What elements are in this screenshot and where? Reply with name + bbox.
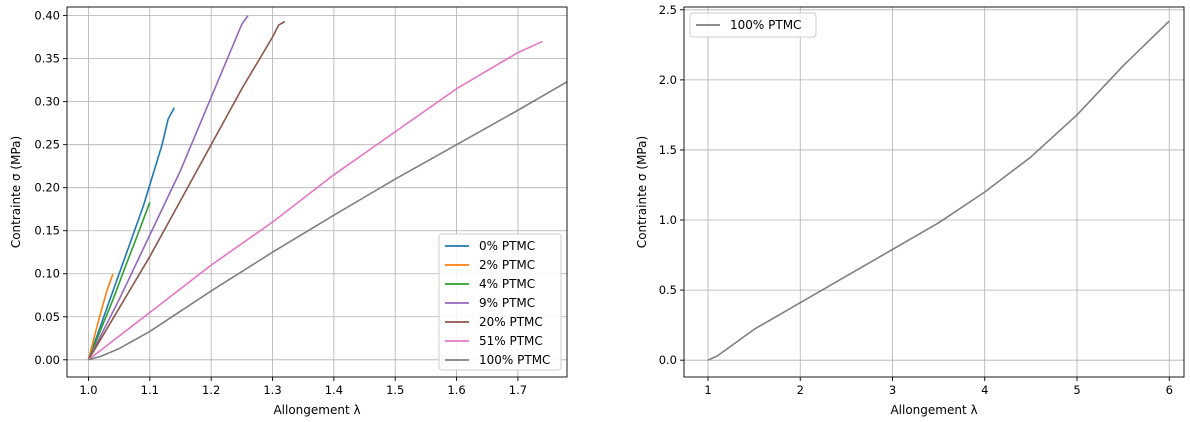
x-axis-label: Allongement λ bbox=[273, 403, 360, 417]
y-tick-label: 1.5 bbox=[659, 143, 677, 157]
legend-label: 20% PTMC bbox=[479, 315, 543, 329]
series-line-2-ptmc bbox=[87, 273, 114, 360]
legend-label: 100% PTMC bbox=[479, 353, 550, 367]
y-tick-label: 2.5 bbox=[659, 3, 677, 17]
legend-box bbox=[438, 233, 562, 371]
x-tick-label: 3 bbox=[889, 383, 896, 397]
y-tick-label: 0.05 bbox=[34, 310, 60, 324]
series-line-0-ptmc bbox=[87, 107, 176, 361]
y-tick-label: 2.0 bbox=[659, 73, 677, 87]
legend-box bbox=[689, 12, 817, 38]
y-tick-label: 0.20 bbox=[34, 181, 60, 195]
y-axis-label: Contrainte σ (MPa) bbox=[9, 136, 23, 248]
y-tick-label: 1.0 bbox=[659, 213, 677, 227]
x-tick-label: 5 bbox=[1073, 383, 1080, 397]
x-tick-label: 1.1 bbox=[141, 383, 159, 397]
chart-1: 1.0 1.1 1.2 1.3 1.4 1.5 1.6 1.7 0.00 0.05 0.10 0.15… bbox=[9, 6, 568, 417]
y-axis-label: Contrainte σ (MPa) bbox=[635, 136, 649, 248]
legend-label: 51% PTMC bbox=[479, 334, 543, 348]
plot-frame bbox=[683, 6, 1185, 378]
legend-label: 0% PTMC bbox=[479, 239, 535, 253]
legend: 0% PTMC 2% PTMC 4% PTMC 9% PTMC 20% PTMC 51% … bbox=[438, 233, 562, 371]
series-line-51-ptmc bbox=[87, 40, 543, 361]
y-tick-label: 0.15 bbox=[34, 224, 60, 238]
x-tick-label: 1.5 bbox=[386, 383, 404, 397]
series-line-100-ptmc bbox=[707, 20, 1170, 361]
y-tick-label: 0.10 bbox=[34, 267, 60, 281]
chart-2: 1 2 3 4 5 6 0.0 0.5 1.0 1.5 2.0 2.5 Allongement λ Con… bbox=[635, 3, 1185, 417]
x-tick-label: 1.2 bbox=[202, 383, 220, 397]
y-tick-label: 0.0 bbox=[659, 353, 677, 367]
series-line-4-ptmc bbox=[87, 202, 151, 361]
legend: 100% PTMC bbox=[689, 12, 817, 38]
x-tick-label: 4 bbox=[981, 383, 988, 397]
x-tick-label: 1.3 bbox=[263, 383, 281, 397]
y-tick-label: 0.25 bbox=[34, 138, 60, 152]
x-tick-label: 1.7 bbox=[509, 383, 527, 397]
x-tick-label: 1.6 bbox=[447, 383, 465, 397]
legend-label: 4% PTMC bbox=[479, 277, 535, 291]
x-axis-label: Allongement λ bbox=[890, 403, 977, 417]
plot-frame bbox=[66, 6, 568, 378]
legend-label: 2% PTMC bbox=[479, 258, 535, 272]
y-tick-label: 0.00 bbox=[34, 353, 60, 367]
y-tick-label: 0.35 bbox=[34, 52, 60, 66]
y-tick-label: 0.40 bbox=[34, 9, 60, 23]
x-tick-label: 2 bbox=[797, 383, 804, 397]
x-tick-label: 1 bbox=[704, 383, 711, 397]
x-tick-label: 6 bbox=[1166, 383, 1173, 397]
y-tick-label: 0.30 bbox=[34, 95, 60, 109]
series-line-20-ptmc bbox=[87, 20, 286, 361]
legend-label: 9% PTMC bbox=[479, 296, 535, 310]
series-line-100-ptmc bbox=[88, 81, 567, 361]
legend-label: 100% PTMC bbox=[730, 18, 801, 32]
x-tick-label: 1.4 bbox=[325, 383, 343, 397]
y-tick-label: 0.5 bbox=[659, 283, 677, 297]
series-line-9-ptmc bbox=[87, 15, 249, 361]
x-tick-label: 1.0 bbox=[79, 383, 97, 397]
